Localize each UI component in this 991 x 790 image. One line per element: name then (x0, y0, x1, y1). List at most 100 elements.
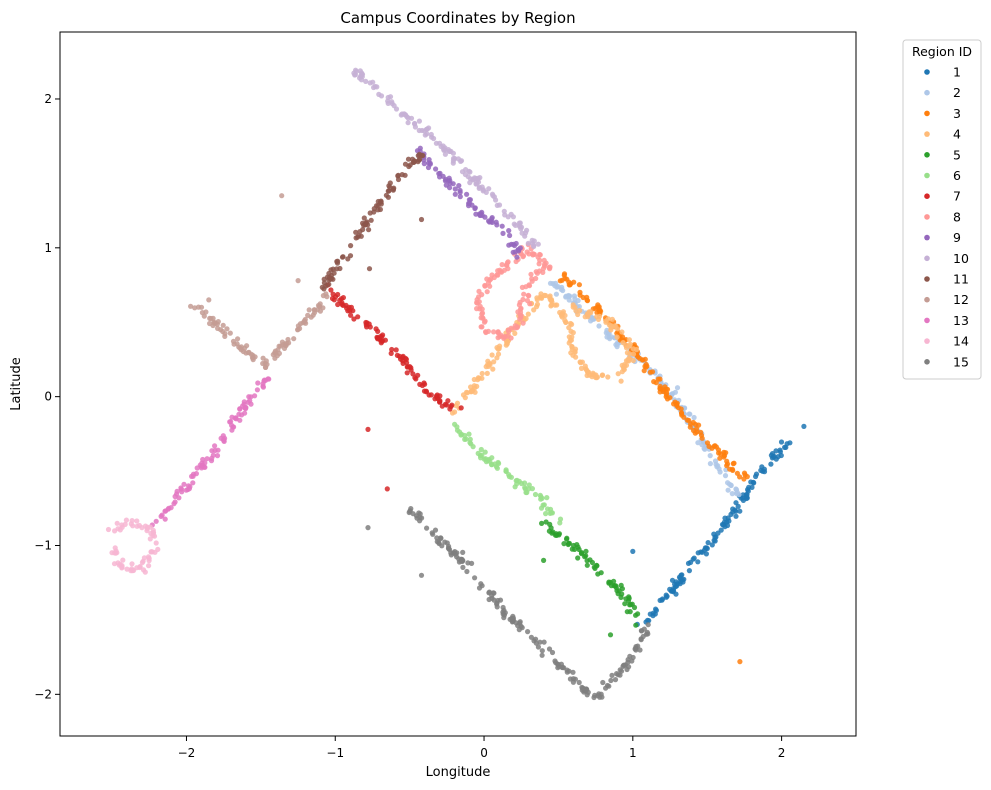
data-point (482, 282, 488, 289)
data-point (467, 440, 473, 446)
data-point (686, 417, 692, 423)
data-point (279, 193, 285, 199)
data-point (263, 358, 269, 364)
data-point (484, 289, 490, 295)
data-point (494, 601, 500, 607)
data-point (621, 367, 627, 373)
data-point (734, 490, 741, 496)
data-point (734, 470, 741, 476)
data-point (478, 581, 484, 587)
legend-marker (924, 131, 930, 137)
data-point (778, 452, 784, 459)
data-point (501, 335, 507, 341)
data-point (596, 313, 603, 319)
data-point (334, 260, 341, 266)
legend-label: 9 (953, 230, 961, 245)
data-point (214, 453, 221, 459)
data-point (655, 376, 661, 382)
data-point (741, 476, 747, 482)
legend-marker (924, 317, 930, 324)
data-point (635, 611, 641, 617)
data-point (639, 628, 645, 634)
data-point (517, 245, 523, 251)
data-point (456, 183, 462, 189)
data-point (479, 292, 485, 298)
data-point (393, 106, 400, 112)
data-point (291, 336, 297, 342)
data-point (334, 266, 340, 272)
data-point (403, 356, 409, 362)
data-point (351, 316, 357, 322)
data-point (629, 658, 635, 664)
data-point (651, 379, 657, 385)
data-point (549, 510, 556, 516)
data-point (578, 365, 585, 371)
data-point (558, 286, 564, 292)
data-point (459, 169, 466, 175)
data-point (647, 611, 653, 617)
data-point (707, 453, 713, 459)
data-point (254, 387, 260, 393)
data-point (606, 579, 612, 585)
data-point (495, 268, 501, 274)
data-point (614, 330, 620, 336)
data-point (464, 191, 470, 197)
data-point (558, 313, 565, 319)
x-tick-label: 0 (480, 746, 488, 760)
data-point (627, 602, 633, 608)
data-point (568, 328, 574, 334)
legend-marker (924, 172, 930, 179)
data-point (490, 366, 496, 372)
data-point (482, 449, 488, 455)
data-point (421, 388, 428, 394)
data-point (260, 360, 266, 367)
data-point (412, 120, 418, 127)
data-point (486, 219, 493, 225)
data-point (559, 277, 565, 283)
data-point (472, 575, 478, 581)
data-point (449, 410, 456, 416)
data-point (563, 319, 569, 325)
data-point (564, 276, 570, 282)
legend-item-5: 5 (924, 147, 961, 162)
data-point (472, 205, 478, 212)
legend-item-3: 3 (924, 106, 961, 121)
data-point (568, 350, 574, 356)
data-point (389, 346, 395, 353)
data-point (511, 242, 518, 249)
data-point (447, 185, 453, 191)
data-point (393, 347, 399, 353)
data-point (222, 435, 228, 441)
data-point (319, 284, 325, 290)
data-point (685, 560, 692, 567)
x-axis-label: Longitude (426, 765, 491, 780)
data-point (585, 369, 591, 375)
legend-marker (924, 110, 930, 117)
data-point (235, 336, 241, 342)
data-point (620, 340, 626, 346)
data-point (220, 328, 226, 335)
data-point (678, 410, 685, 416)
data-point (605, 374, 611, 380)
data-point (626, 664, 632, 670)
data-point (275, 347, 281, 353)
data-point (607, 632, 614, 638)
data-point (737, 508, 743, 514)
x-tick-label: −2 (178, 746, 196, 760)
legend-item-4: 4 (924, 127, 961, 142)
data-point (540, 269, 546, 275)
data-point (473, 181, 479, 187)
data-point (730, 461, 736, 467)
data-point (399, 111, 405, 117)
data-point (570, 669, 576, 675)
data-point (715, 447, 722, 453)
legend-label: 10 (953, 251, 969, 266)
data-point (569, 344, 575, 350)
data-point (128, 521, 134, 527)
data-point (328, 267, 334, 273)
data-point (713, 534, 719, 540)
data-point (584, 297, 590, 303)
data-point (112, 550, 118, 556)
data-point (340, 295, 346, 301)
